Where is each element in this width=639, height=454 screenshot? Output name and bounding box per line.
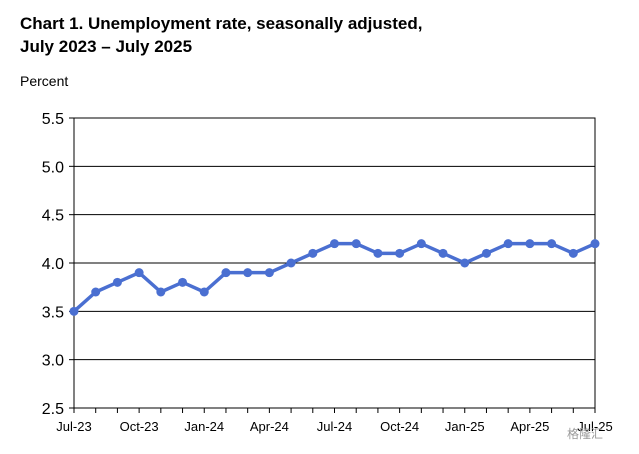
data-point: [481, 248, 491, 258]
data-point: [373, 248, 383, 258]
x-tick-label: Oct-23: [120, 419, 159, 434]
data-point: [221, 268, 231, 278]
data-point: [503, 239, 513, 249]
gridlines: [74, 165, 595, 361]
data-point: [438, 248, 448, 258]
x-tick-label: Oct-24: [380, 419, 419, 434]
data-point: [199, 287, 209, 297]
x-tick-label: Jul-24: [317, 419, 352, 434]
y-tick-label: 5.5: [42, 111, 64, 128]
data-point: [590, 239, 600, 249]
chart-title-line1: Chart 1. Unemployment rate, seasonally a…: [20, 14, 423, 33]
x-tick-label: Jul-25: [577, 419, 612, 434]
data-point: [330, 239, 339, 249]
data-point: [69, 306, 79, 316]
y-tick-label: 4.5: [42, 208, 64, 225]
series-layer: [69, 239, 600, 316]
data-point: [178, 277, 188, 287]
y-tick-label: 4.0: [42, 256, 64, 273]
data-point: [525, 239, 535, 249]
watermark-logo: 格隆汇: [567, 427, 604, 441]
x-tick-label: Apr-25: [510, 419, 549, 434]
series-line: [72, 241, 597, 314]
data-point: [568, 248, 578, 258]
y-tick-label: 3.5: [42, 304, 64, 321]
x-axis-ticks: Jul-23 Oct-23 Jan-24 Apr-24 Jul-24 Oct-24 Jan-…: [56, 408, 613, 434]
data-point: [308, 248, 318, 258]
x-tick-label: Jan-24: [184, 419, 224, 434]
data-point: [395, 248, 405, 258]
data-point: [547, 239, 557, 249]
chart-title-line2: July 2023 – July 2025: [20, 37, 193, 56]
y-tick-label: 5.0: [42, 159, 64, 176]
x-tick-label: Apr-24: [250, 419, 289, 434]
y-tick-label: 3.0: [42, 353, 64, 370]
y-tick-label: 2.5: [42, 401, 64, 418]
data-point: [416, 239, 426, 249]
data-point: [460, 258, 470, 268]
data-point: [351, 239, 361, 249]
data-point: [91, 287, 101, 297]
data-point: [134, 268, 144, 278]
data-point: [286, 258, 296, 268]
x-tick-label: Jan-25: [445, 419, 485, 434]
x-tick-label: Jul-23: [56, 419, 91, 434]
data-point: [156, 287, 166, 297]
data-point: [243, 268, 253, 278]
data-point: [112, 277, 122, 287]
y-axis-ticks: 2.5 3.0 3.5 4.0 4.5 5.0 5.5: [42, 111, 74, 418]
y-axis-unit-label: Percent: [20, 73, 69, 89]
data-point: [264, 268, 274, 278]
